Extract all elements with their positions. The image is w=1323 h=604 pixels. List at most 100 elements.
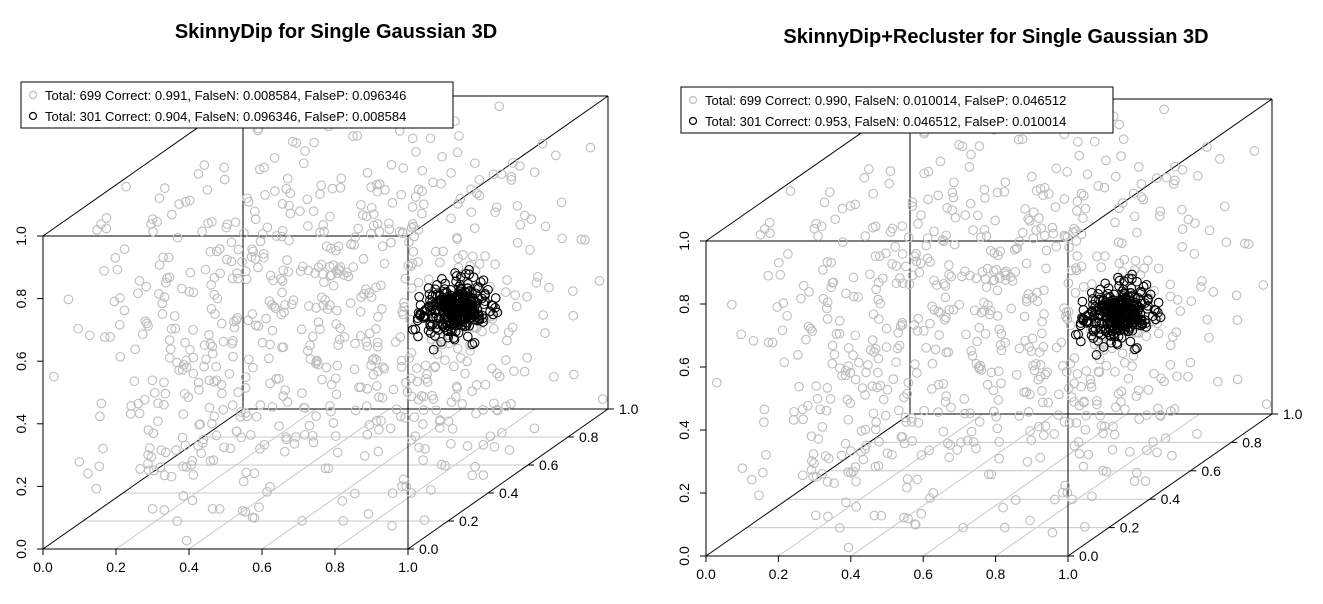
scatter-point-uniform — [1120, 404, 1130, 415]
scatter-point-uniform — [311, 303, 321, 313]
scatter-point-uniform — [1128, 351, 1139, 361]
scatter-point-uniform — [199, 340, 210, 351]
scatter-point-uniform — [156, 445, 167, 456]
scatter-point-uniform — [181, 535, 192, 546]
scatter-point-uniform — [867, 335, 878, 345]
scatter-point-uniform — [1133, 385, 1144, 396]
scatter-point-uniform — [362, 341, 373, 352]
scatter-point-uniform — [506, 175, 517, 185]
scatter-point-uniform — [837, 203, 848, 214]
scatter-point-uniform — [1057, 361, 1068, 371]
scatter-point-uniform — [491, 202, 502, 213]
scatter-point-uniform — [406, 347, 417, 358]
scatter-point-uniform — [454, 130, 464, 141]
scatter-point-uniform — [176, 283, 187, 294]
scatter-point-uniform — [1192, 429, 1202, 439]
z-tick-label: 0.2 — [676, 483, 692, 503]
scatter-point-uniform — [929, 226, 939, 237]
scatter-point-uniform — [940, 396, 951, 407]
scatter-point-uniform — [211, 246, 222, 257]
scatter-point-uniform — [336, 173, 347, 184]
scatter-point-gaussian — [468, 272, 479, 283]
scatter-point-gaussian — [1089, 310, 1099, 321]
scatter-point-uniform — [211, 430, 222, 441]
z-tick-label: 1.0 — [13, 226, 29, 246]
scatter-point-uniform — [134, 275, 145, 286]
scatter-point-uniform — [1197, 276, 1207, 286]
scatter-point-uniform — [349, 239, 359, 250]
scatter-point-uniform — [1114, 119, 1125, 130]
scatter-point-uniform — [387, 198, 398, 208]
scatter-point-uniform — [480, 251, 490, 261]
scatter-point-uniform — [407, 133, 418, 144]
scatter-point-uniform — [180, 196, 191, 207]
scatter-point-uniform — [919, 405, 930, 416]
scatter-point-uniform — [1064, 242, 1075, 253]
scatter-point-gaussian — [1093, 335, 1103, 346]
scatter-point-uniform — [453, 253, 463, 264]
scatter-point-uniform — [1123, 373, 1134, 384]
scatter-point-uniform — [367, 355, 378, 365]
scatter-point-gaussian — [1087, 306, 1097, 316]
z-tick-label: 0.2 — [13, 476, 29, 496]
z-tick-label: 0.6 — [676, 357, 692, 377]
scatter-point-uniform — [378, 362, 388, 372]
scatter-point-uniform — [954, 299, 965, 310]
scatter-point-uniform — [1048, 228, 1059, 239]
scatter-point-uniform — [208, 455, 219, 466]
scatter-point-uniform — [143, 465, 154, 476]
scatter-point-uniform — [1047, 527, 1058, 538]
scatter-point-uniform — [939, 236, 949, 247]
scatter-point-uniform — [485, 431, 496, 442]
scatter-point-uniform — [892, 343, 903, 354]
scatter-point-uniform — [1232, 315, 1243, 325]
scatter-point-gaussian — [463, 279, 473, 289]
scatter-point-uniform — [842, 394, 853, 405]
scatter-point-uniform — [164, 335, 175, 345]
scatter-point-uniform — [417, 165, 428, 176]
scatter-point-uniform — [492, 368, 502, 379]
scatter-point-uniform — [112, 264, 123, 275]
scatter-point-uniform — [316, 180, 327, 191]
scatter-point-uniform — [922, 253, 933, 264]
scatter-point-uniform — [995, 340, 1006, 350]
scatter-point-uniform — [1035, 452, 1046, 463]
scatter-point-uniform — [948, 192, 959, 203]
scatter-point-uniform — [994, 324, 1005, 335]
scatter-point-uniform — [1141, 410, 1152, 421]
x-tick-label: 0.0 — [33, 559, 53, 575]
scatter-point-uniform — [155, 462, 165, 473]
scatter-point-uniform — [356, 200, 366, 210]
scatter-point-gaussian — [443, 332, 453, 343]
scatter-point-uniform — [815, 404, 826, 415]
scatter-point-gaussian — [1135, 308, 1146, 319]
scatter-point-uniform — [975, 232, 986, 243]
scatter-point-uniform — [946, 271, 957, 282]
scatter-point-uniform — [1221, 237, 1232, 248]
scatter-point-gaussian — [428, 344, 439, 355]
scatter-point-uniform — [194, 384, 204, 395]
x-tick-label: 0.2 — [769, 566, 789, 582]
scatter-point-gaussian — [457, 306, 467, 317]
scatter-point-uniform — [1072, 369, 1083, 379]
scatter-point-uniform — [902, 474, 913, 484]
scatter-point-uniform — [861, 440, 871, 451]
scatter-point-uniform — [897, 317, 908, 328]
scatter-point-uniform — [1037, 316, 1047, 327]
scatter-point-uniform — [507, 322, 518, 333]
scatter-point-uniform — [811, 381, 821, 391]
y-tick-label: 0.6 — [539, 457, 559, 473]
scatter-point-uniform — [135, 464, 146, 474]
scatter-point-uniform — [506, 398, 516, 409]
scatter-point-uniform — [359, 451, 370, 461]
scatter-point-uniform — [240, 383, 251, 393]
scatter-point-uniform — [254, 502, 264, 513]
scatter-point-uniform — [519, 366, 530, 377]
scatter-point-uniform — [1037, 386, 1047, 396]
scatter-point-uniform — [1032, 287, 1042, 298]
scatter-point-uniform — [764, 217, 775, 228]
scatter-point-uniform — [304, 420, 315, 431]
legend-box — [680, 86, 1114, 134]
scatter-point-uniform — [873, 277, 884, 288]
scatter-point-uniform — [880, 410, 891, 421]
